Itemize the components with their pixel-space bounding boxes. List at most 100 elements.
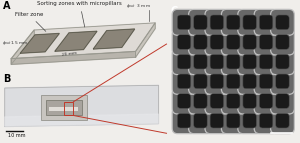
FancyBboxPatch shape: [226, 35, 240, 49]
FancyBboxPatch shape: [194, 35, 207, 49]
FancyBboxPatch shape: [221, 68, 245, 94]
FancyBboxPatch shape: [238, 49, 262, 75]
FancyBboxPatch shape: [276, 35, 289, 49]
FancyBboxPatch shape: [238, 88, 262, 114]
FancyBboxPatch shape: [210, 94, 224, 108]
FancyBboxPatch shape: [254, 49, 278, 75]
FancyBboxPatch shape: [205, 88, 229, 114]
Polygon shape: [11, 30, 34, 64]
FancyBboxPatch shape: [177, 94, 191, 108]
Polygon shape: [93, 29, 135, 49]
FancyBboxPatch shape: [238, 68, 262, 94]
FancyBboxPatch shape: [226, 113, 240, 128]
FancyBboxPatch shape: [205, 49, 229, 75]
FancyBboxPatch shape: [259, 35, 273, 49]
FancyBboxPatch shape: [194, 94, 207, 108]
Polygon shape: [55, 31, 97, 51]
FancyBboxPatch shape: [188, 9, 212, 35]
FancyBboxPatch shape: [226, 15, 240, 30]
FancyBboxPatch shape: [205, 68, 229, 94]
FancyBboxPatch shape: [210, 54, 224, 69]
FancyBboxPatch shape: [221, 49, 245, 75]
Text: $\phi_{out}$  3 mm: $\phi_{out}$ 3 mm: [126, 2, 151, 10]
FancyBboxPatch shape: [177, 113, 191, 128]
Polygon shape: [5, 114, 158, 126]
FancyBboxPatch shape: [243, 15, 256, 30]
FancyBboxPatch shape: [259, 113, 273, 128]
FancyBboxPatch shape: [172, 88, 196, 114]
FancyBboxPatch shape: [194, 74, 207, 89]
FancyBboxPatch shape: [210, 113, 224, 128]
Text: B: B: [3, 74, 10, 84]
Text: Sorting zones with micropillars: Sorting zones with micropillars: [38, 1, 122, 27]
FancyBboxPatch shape: [271, 29, 294, 55]
FancyBboxPatch shape: [221, 29, 245, 55]
FancyBboxPatch shape: [205, 29, 229, 55]
FancyBboxPatch shape: [259, 15, 273, 30]
FancyBboxPatch shape: [276, 113, 289, 128]
Polygon shape: [136, 23, 155, 57]
FancyBboxPatch shape: [243, 94, 256, 108]
Text: 10 mm: 10 mm: [8, 133, 26, 138]
Bar: [41, 95, 86, 120]
Text: A: A: [3, 1, 10, 11]
FancyBboxPatch shape: [276, 94, 289, 108]
FancyBboxPatch shape: [194, 113, 207, 128]
Polygon shape: [5, 85, 158, 126]
FancyBboxPatch shape: [259, 54, 273, 69]
FancyBboxPatch shape: [210, 15, 224, 30]
Polygon shape: [11, 51, 136, 64]
FancyBboxPatch shape: [238, 108, 262, 134]
FancyBboxPatch shape: [271, 49, 294, 75]
FancyBboxPatch shape: [271, 9, 294, 35]
Bar: [64, 102, 74, 116]
FancyBboxPatch shape: [172, 49, 196, 75]
FancyBboxPatch shape: [259, 74, 273, 89]
FancyBboxPatch shape: [243, 113, 256, 128]
Bar: [49, 107, 78, 111]
FancyBboxPatch shape: [243, 74, 256, 89]
FancyBboxPatch shape: [221, 108, 245, 134]
FancyBboxPatch shape: [226, 74, 240, 89]
FancyBboxPatch shape: [177, 15, 191, 30]
FancyBboxPatch shape: [188, 88, 212, 114]
FancyBboxPatch shape: [259, 94, 273, 108]
FancyBboxPatch shape: [254, 29, 278, 55]
FancyBboxPatch shape: [276, 74, 289, 89]
Text: Filter zone: Filter zone: [15, 12, 46, 31]
FancyBboxPatch shape: [221, 88, 245, 114]
FancyBboxPatch shape: [210, 74, 224, 89]
FancyBboxPatch shape: [254, 9, 278, 35]
Polygon shape: [11, 23, 155, 59]
Text: 20 mm: 20 mm: [61, 51, 77, 57]
FancyBboxPatch shape: [254, 88, 278, 114]
FancyBboxPatch shape: [271, 88, 294, 114]
FancyBboxPatch shape: [243, 35, 256, 49]
FancyBboxPatch shape: [172, 29, 196, 55]
FancyBboxPatch shape: [238, 9, 262, 35]
Polygon shape: [20, 33, 59, 53]
Text: $\phi_{out}$1.5 mm: $\phi_{out}$1.5 mm: [2, 39, 28, 47]
FancyBboxPatch shape: [205, 108, 229, 134]
FancyBboxPatch shape: [226, 94, 240, 108]
FancyBboxPatch shape: [188, 108, 212, 134]
FancyBboxPatch shape: [177, 35, 191, 49]
FancyBboxPatch shape: [172, 9, 196, 35]
FancyBboxPatch shape: [276, 15, 289, 30]
FancyBboxPatch shape: [194, 15, 207, 30]
FancyBboxPatch shape: [238, 29, 262, 55]
FancyBboxPatch shape: [188, 49, 212, 75]
FancyBboxPatch shape: [205, 9, 229, 35]
FancyBboxPatch shape: [276, 54, 289, 69]
FancyBboxPatch shape: [243, 54, 256, 69]
FancyBboxPatch shape: [254, 108, 278, 134]
FancyBboxPatch shape: [254, 68, 278, 94]
Text: C: C: [170, 6, 178, 16]
FancyBboxPatch shape: [271, 68, 294, 94]
Bar: [46, 100, 82, 116]
FancyBboxPatch shape: [188, 29, 212, 55]
FancyBboxPatch shape: [210, 35, 224, 49]
FancyBboxPatch shape: [172, 68, 196, 94]
FancyBboxPatch shape: [194, 54, 207, 69]
FancyBboxPatch shape: [221, 9, 245, 35]
